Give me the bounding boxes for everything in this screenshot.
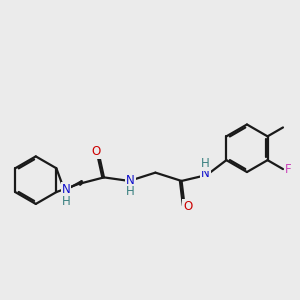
Text: O: O [183, 200, 192, 213]
Text: H: H [201, 157, 210, 169]
Text: O: O [92, 145, 101, 158]
Text: N: N [126, 174, 135, 187]
Text: F: F [285, 163, 292, 176]
Text: N: N [61, 183, 70, 196]
Text: H: H [61, 195, 70, 208]
Text: N: N [201, 167, 210, 180]
Text: H: H [126, 185, 135, 198]
